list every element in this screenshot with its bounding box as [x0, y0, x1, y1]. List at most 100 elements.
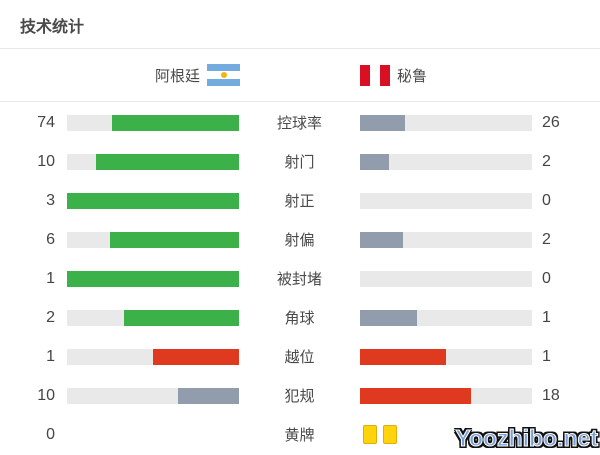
stat-row: 10 犯规 18	[0, 376, 600, 415]
yellow-cards	[363, 424, 397, 444]
away-value: 2	[542, 152, 551, 170]
away-team: 秘鲁	[360, 64, 428, 86]
home-bar-track	[67, 348, 239, 365]
away-value: 2	[542, 230, 551, 248]
stat-row: 6 射偏 2	[0, 220, 600, 259]
away-bar-track	[360, 309, 532, 326]
home-value: 2	[46, 308, 55, 326]
home-bar-track	[67, 114, 239, 131]
stat-label: 黄牌	[284, 427, 315, 444]
away-bar-track	[360, 231, 532, 248]
stat-label: 被封堵	[276, 271, 322, 288]
stat-row: 1 被封堵 0	[0, 259, 600, 298]
away-bar-fill	[360, 231, 403, 248]
away-bar	[360, 270, 532, 287]
away-bar	[360, 153, 532, 170]
away-bar	[360, 424, 532, 444]
home-team-name: 阿根廷	[154, 67, 200, 85]
stat-label: 控球率	[276, 115, 322, 132]
home-bar-fill	[153, 348, 239, 365]
stat-label: 越位	[284, 349, 315, 366]
away-value: 0	[542, 269, 551, 287]
home-bar-track	[67, 309, 239, 326]
home-bar	[67, 231, 239, 248]
stat-label: 射门	[284, 154, 315, 171]
home-value: 74	[37, 113, 55, 131]
home-bar	[67, 114, 239, 131]
home-bar-fill	[177, 387, 239, 404]
home-value: 0	[46, 425, 55, 443]
home-bar-fill	[95, 153, 239, 170]
home-bar-fill	[110, 231, 239, 248]
home-value: 6	[46, 230, 55, 248]
home-bar	[67, 427, 239, 443]
home-bar	[67, 153, 239, 170]
home-value: 1	[46, 347, 55, 365]
away-value: 26	[542, 113, 560, 131]
home-bar-fill	[111, 114, 239, 131]
home-bar	[67, 270, 239, 287]
stat-label: 射偏	[284, 232, 315, 249]
away-bar-fill	[360, 387, 471, 404]
away-bar	[360, 348, 532, 365]
home-bar	[67, 192, 239, 209]
home-value: 3	[46, 191, 55, 209]
stat-label: 犯规	[284, 388, 315, 405]
argentina-flag-icon	[207, 64, 240, 86]
away-bar-fill	[360, 114, 405, 131]
away-bar-track	[360, 387, 532, 404]
header-divider	[0, 101, 600, 102]
away-bar-track	[360, 348, 532, 365]
away-bar	[360, 309, 532, 326]
home-team: 阿根廷	[20, 64, 240, 86]
away-bar	[360, 192, 532, 209]
stat-row: 2 角球 1	[0, 298, 600, 337]
away-bar	[360, 114, 532, 131]
away-value: 0	[542, 191, 551, 209]
away-bar-fill	[360, 348, 446, 365]
away-value: 1	[542, 308, 551, 326]
away-bar-track	[360, 192, 532, 209]
away-bar	[360, 231, 532, 248]
away-bar-track	[360, 270, 532, 287]
stat-label: 射正	[284, 193, 315, 210]
peru-flag-icon	[360, 64, 390, 86]
home-bar-track	[67, 270, 239, 287]
stat-row: 74 控球率 26	[0, 103, 600, 142]
away-bar-fill	[360, 153, 389, 170]
home-bar-fill	[124, 309, 239, 326]
home-bar-fill	[67, 270, 239, 287]
away-bar-track	[360, 114, 532, 131]
yellow-card-icon	[363, 424, 377, 444]
away-bar-fill	[360, 309, 418, 326]
home-bar-track	[67, 387, 239, 404]
watermark: Yoozhibo.net	[455, 425, 599, 452]
home-value: 1	[46, 269, 55, 287]
stat-row: 0 黄牌	[0, 415, 600, 454]
home-value: 10	[37, 152, 55, 170]
home-bar	[67, 387, 239, 404]
stat-row: 3 射正 0	[0, 181, 600, 220]
sun-icon	[220, 71, 227, 78]
home-value: 10	[37, 386, 55, 404]
stat-row: 1 越位 1	[0, 337, 600, 376]
home-bar	[67, 348, 239, 365]
home-bar	[67, 309, 239, 326]
home-bar-fill	[67, 192, 239, 209]
away-team-name: 秘鲁	[397, 67, 428, 85]
away-bar	[360, 387, 532, 404]
away-bar-track	[360, 153, 532, 170]
stat-row: 10 射门 2	[0, 142, 600, 181]
teams-header: 阿根廷 秘鲁	[0, 49, 600, 101]
home-bar-track	[67, 231, 239, 248]
yellow-card-icon	[383, 424, 397, 444]
title-divider	[0, 48, 600, 49]
page-title: 技术统计	[20, 19, 85, 36]
stat-label: 角球	[284, 310, 315, 327]
stats-list: 74 控球率 26 10 射门 2	[0, 102, 600, 454]
home-bar-track	[67, 153, 239, 170]
away-value: 18	[542, 386, 560, 404]
away-value: 1	[542, 347, 551, 365]
home-bar-track	[67, 192, 239, 209]
